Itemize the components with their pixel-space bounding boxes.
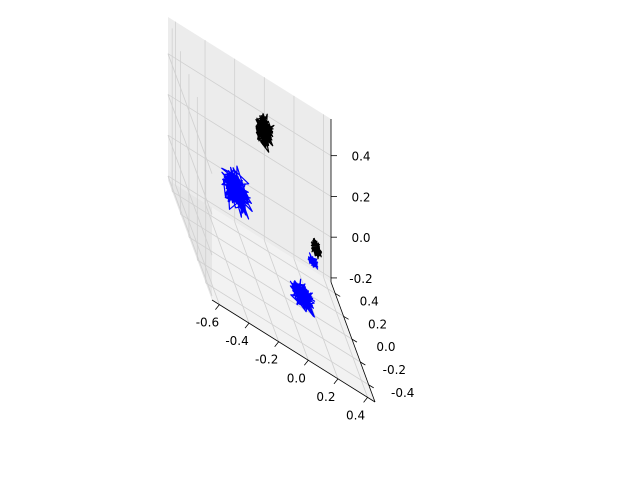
series-0-cluster-0 [255,113,275,153]
series-1-cluster-2 [307,252,319,270]
plot-area [221,113,323,318]
x-tick-3 [304,360,309,366]
axis-lines [211,119,376,403]
z-grid-left-1 [167,135,213,256]
axes-panes [168,17,375,402]
series-1 [221,165,319,318]
y-tick-3 [343,315,349,320]
x-grid-floor-2 [234,221,280,342]
z-grid-left-3 [167,53,213,174]
y-tick-label-1: -0.2 [383,363,406,377]
x-tick-0 [215,304,220,310]
x-grid-floor-4 [293,258,339,379]
x-tick-5 [363,397,368,403]
x-grid-floor-5 [323,277,368,398]
x-grid-floor-1 [204,203,250,324]
z-tick-label-0: -0.2 [349,272,372,286]
series-0-cluster-1 [310,237,323,260]
x-axis-line [211,299,376,403]
z-grid-back-0 [167,175,332,279]
series-1-cluster-1 [289,278,316,318]
axes-grid [167,21,369,398]
x-tick-label-2: -0.2 [255,353,278,367]
y-tick-4 [334,293,341,297]
axis-ticks: -0.6 -0.4 -0.2 0.0 0.2 0.4 -0.4 -0.2 0.0 0.2 0.4 -0… [196,150,415,423]
y-grid-floor-4 [171,191,336,294]
z-grid-left-2 [167,94,213,215]
z-grid-back-3 [167,53,332,157]
y-tick-2 [351,338,358,343]
x-tick-4 [333,378,339,385]
y-grid-floor-2 [188,236,353,340]
x-grid-floor-3 [263,240,309,361]
z-grid-left-0 [167,175,213,297]
y-tick-label-0: -0.4 [391,386,414,400]
z-grid-back-2 [167,94,332,197]
z-tick-label-2: 0.2 [351,190,370,204]
y-tick-0 [368,384,374,389]
y-tick-label-3: 0.2 [368,317,387,331]
x-tick-label-4: 0.2 [316,390,335,404]
x-tick-label-3: 0.0 [287,371,306,385]
y-tick-1 [360,361,366,366]
y-grid-floor-3 [180,213,344,317]
y-tick-label-2: 0.0 [376,340,395,354]
y-axis-line [330,281,376,403]
x-tick-2 [274,341,279,347]
x-tick-label-1: -0.4 [225,334,248,348]
z-tick-label-1: 0.0 [351,231,370,245]
x-tick-label-5: 0.4 [346,408,365,422]
x-tick-label-0: -0.6 [196,316,219,330]
z-tick-label-3: 0.4 [351,150,370,164]
floor-pane [168,180,375,402]
z-grid-back-1 [167,134,332,238]
y-tick-label-4: 0.4 [360,294,379,308]
back-pane [168,17,331,282]
y-grid-floor-1 [197,259,361,363]
series-0 [255,113,323,260]
y-grid-floor-0 [205,282,369,386]
series-1-cluster-0 [221,165,253,220]
x-tick-1 [244,322,250,329]
